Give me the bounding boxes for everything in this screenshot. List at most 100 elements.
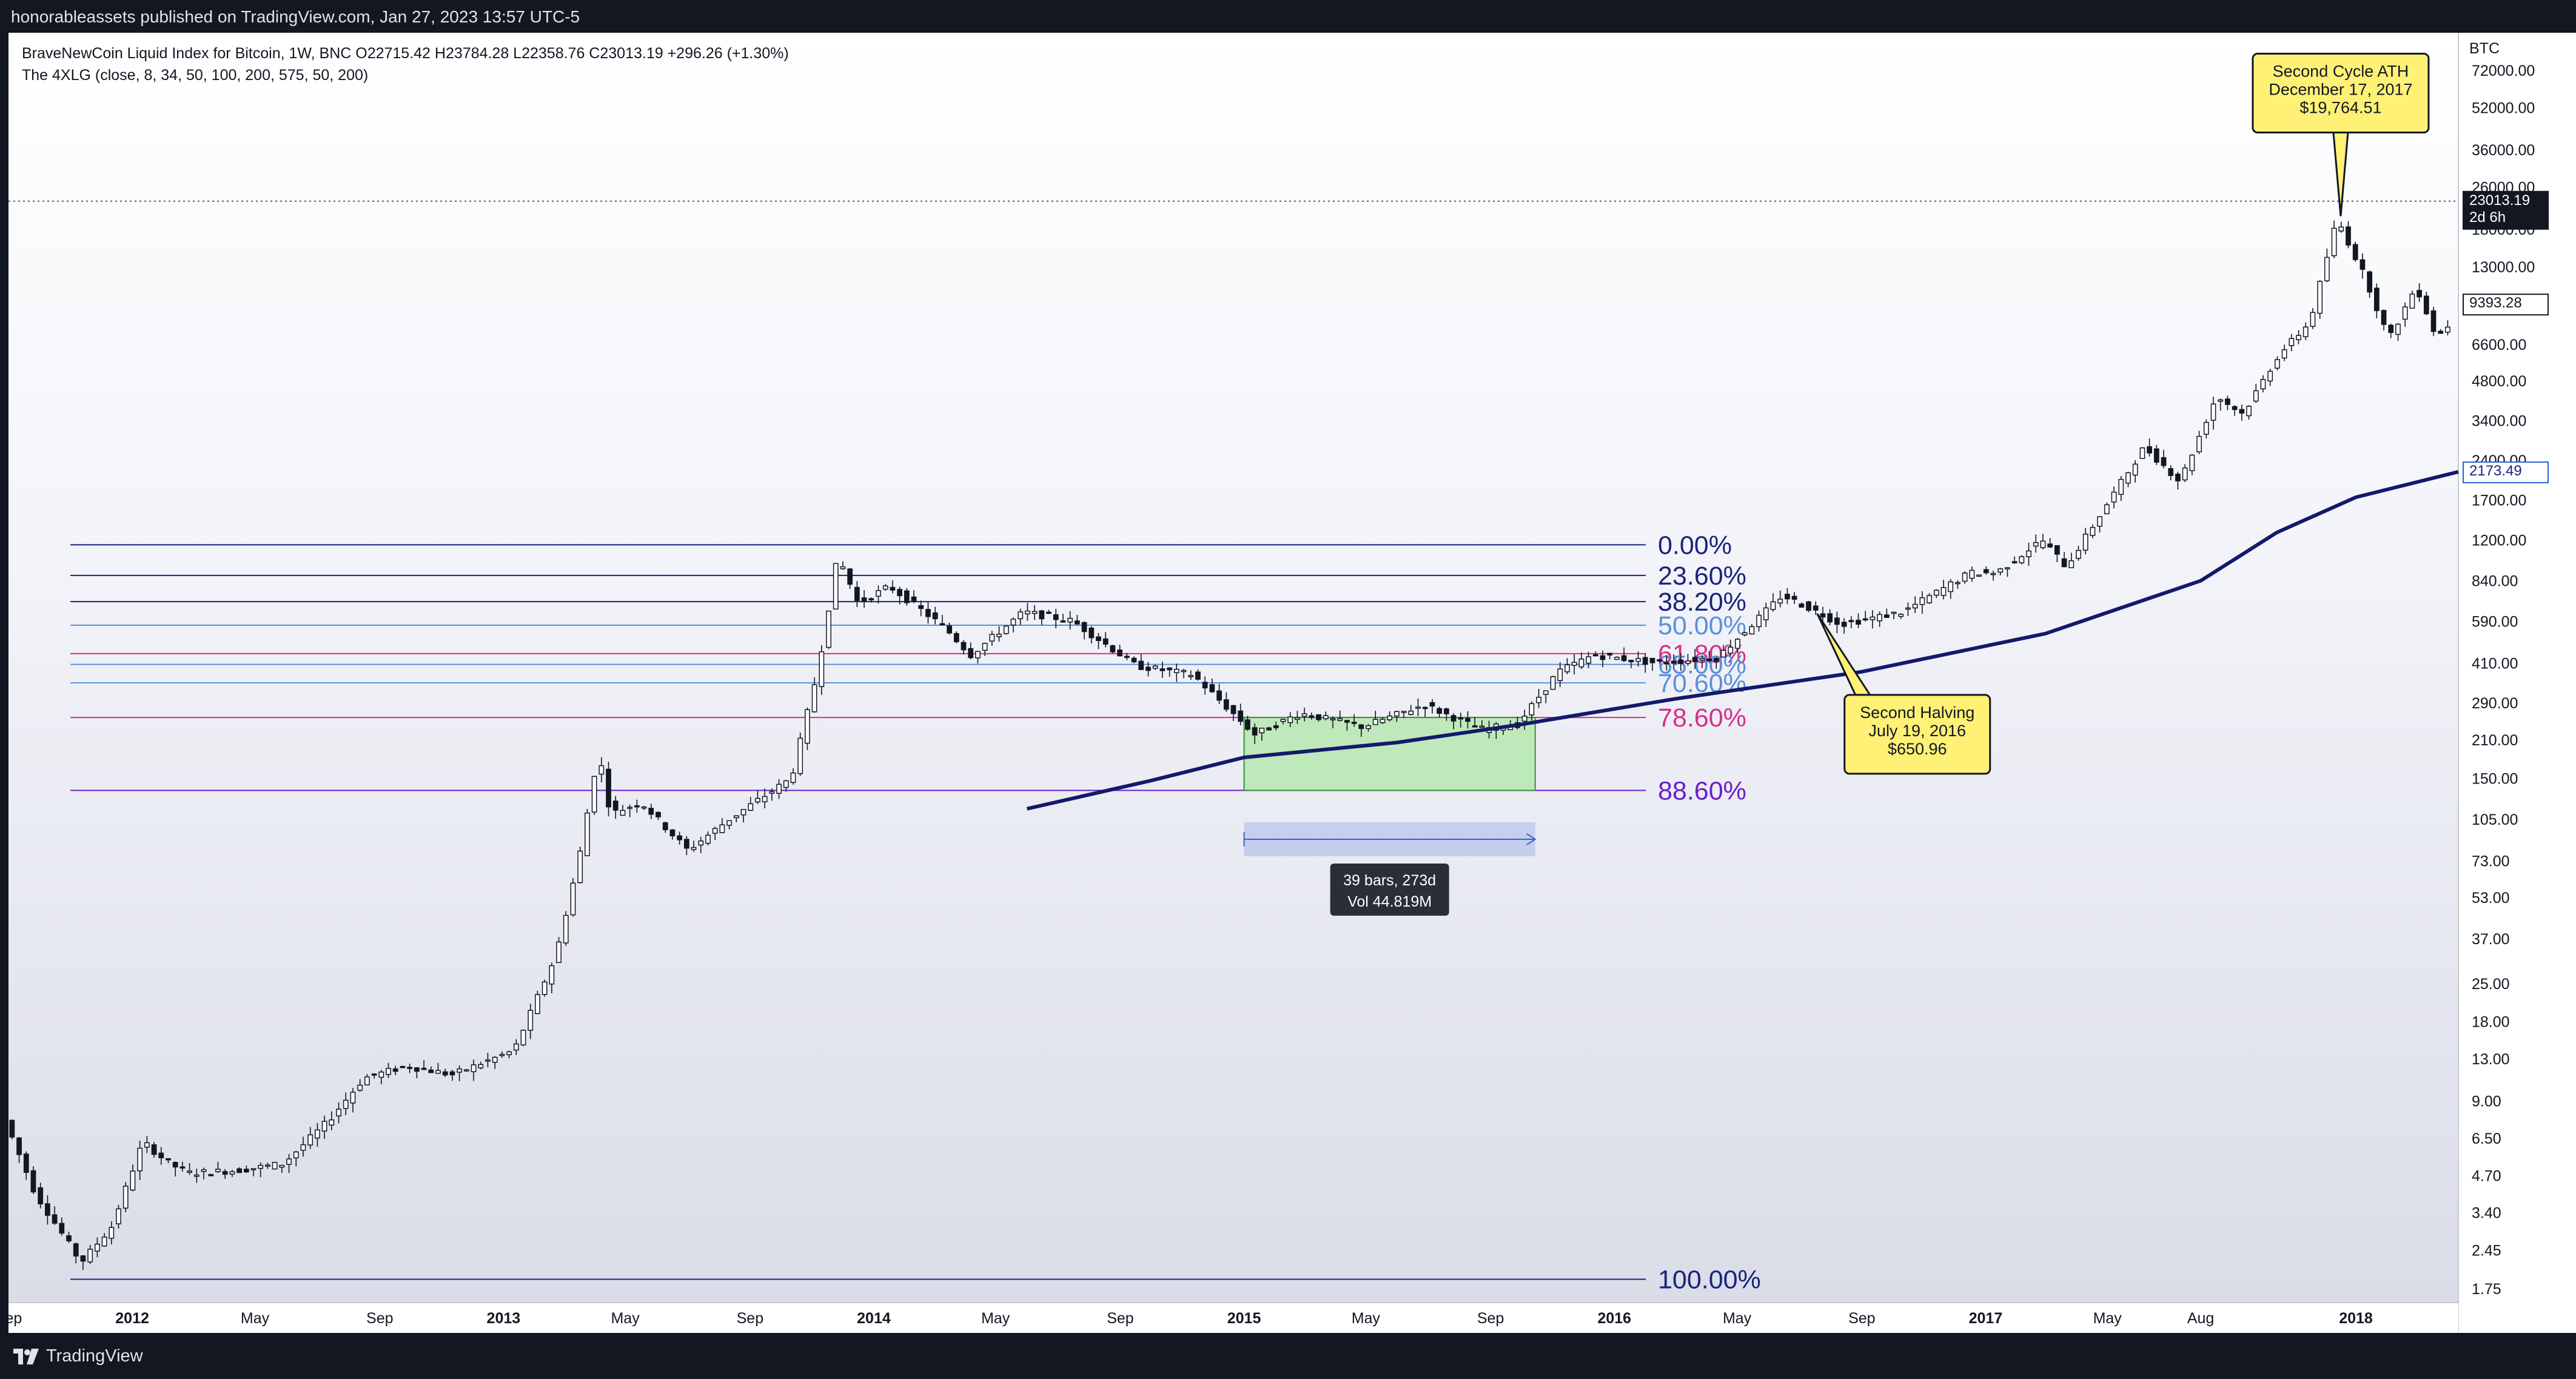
candle-body	[1252, 727, 1258, 736]
candle-body	[1025, 610, 1030, 615]
x-tick-label: 2017	[1969, 1310, 2003, 1327]
fib-level-label: 38.20%	[1658, 588, 1746, 617]
candle-body	[1827, 613, 1833, 623]
candle-body	[719, 824, 725, 833]
candle-body	[428, 1069, 434, 1073]
candle-body	[904, 590, 910, 603]
candle-body	[2267, 371, 2273, 382]
candle-body	[166, 1158, 171, 1161]
symbol-legend[interactable]: BraveNewCoin Liquid Index for Bitcoin, 1…	[22, 45, 789, 62]
candle-body	[80, 1255, 86, 1262]
candle-body	[1962, 572, 1968, 582]
footer-bar: TradingView	[0, 1333, 2576, 1379]
candle-body	[293, 1151, 299, 1159]
candle-body	[336, 1109, 341, 1116]
candle-body	[449, 1071, 455, 1076]
x-tick-label: May	[1723, 1310, 1752, 1327]
tradingview-brand[interactable]: TradingView	[13, 1346, 143, 1366]
fib-level-label: 88.60%	[1658, 776, 1746, 805]
candle-body	[1749, 626, 1755, 635]
candle-body	[2303, 326, 2309, 338]
candle-body	[144, 1142, 150, 1148]
candle-body	[1173, 668, 1179, 673]
candle-body	[1301, 713, 1307, 717]
candle-body	[1337, 718, 1343, 721]
candle-body	[2061, 558, 2067, 568]
candle-body	[1366, 725, 1371, 730]
chart-area[interactable]: BTC 72000.00 52000.00 36000.00 26000.00 18000…	[8, 33, 2576, 1333]
candle-body	[300, 1144, 306, 1151]
candle-body	[1060, 620, 1066, 623]
candle-body	[236, 1168, 242, 1173]
candle-body	[1330, 718, 1336, 720]
candle-body	[109, 1227, 115, 1239]
candle-body	[2005, 567, 2010, 569]
candle-body	[996, 634, 1002, 637]
candle-body	[2395, 323, 2401, 335]
fib-level-label: 0.00%	[1658, 531, 1732, 560]
candle-body	[1387, 715, 1393, 720]
candle-body	[1195, 671, 1201, 680]
candle-body	[2210, 403, 2216, 421]
candle-body	[1728, 646, 1734, 654]
candle-body	[911, 596, 917, 602]
candle-body	[1791, 596, 1797, 600]
candle-body	[1628, 660, 1634, 663]
candle-body	[2423, 295, 2429, 315]
candle-body	[890, 586, 896, 591]
candle-body	[1415, 706, 1421, 709]
indicator-legend[interactable]: The 4XLG (close, 8, 34, 50, 100, 200, 57…	[22, 67, 369, 84]
candle-body	[1883, 614, 1890, 618]
candle-body	[1230, 705, 1236, 714]
candle-body	[961, 642, 967, 651]
candle-body	[528, 1010, 534, 1031]
candle-body	[1202, 682, 1208, 689]
brand-label: TradingView	[46, 1346, 143, 1366]
candle-body	[854, 586, 860, 601]
measure-tooltip	[1330, 864, 1449, 916]
candle-body	[1380, 719, 1386, 723]
candle-body	[30, 1170, 36, 1193]
price-chart[interactable]: BTC72000.0052000.0036000.0026000.0018000…	[8, 33, 2576, 1333]
candle-body	[712, 828, 718, 834]
axis-price-label-text: 9393.28	[2469, 295, 2522, 311]
candle-body	[790, 772, 796, 783]
candle-body	[2026, 550, 2031, 557]
y-tick-label: 1200.00	[2472, 532, 2526, 549]
candle-body	[1557, 668, 1563, 682]
candle-body	[897, 589, 903, 597]
candle-body	[2040, 540, 2046, 548]
time-axis-panel	[8, 1303, 2458, 1333]
candle-body	[1592, 654, 1598, 657]
candle-body	[1529, 703, 1535, 716]
candle-body	[2104, 504, 2110, 514]
candle-body	[1081, 622, 1087, 632]
candle-body	[591, 776, 597, 813]
candle-body	[1358, 724, 1364, 730]
candle-body	[1053, 614, 1059, 620]
publish-header: honorableassets published on TradingView…	[0, 0, 2576, 33]
candle-body	[321, 1121, 327, 1132]
candle-body	[1437, 708, 1442, 714]
candle-body	[570, 882, 576, 916]
candle-body	[726, 820, 732, 826]
candle-body	[840, 566, 846, 569]
candle-body	[556, 941, 562, 964]
candle-body	[2324, 257, 2330, 281]
candle-body	[1521, 716, 1528, 722]
axis-price-label-box	[2463, 190, 2549, 230]
candle-body	[1216, 690, 1222, 701]
fib-level-label: 100.00%	[1658, 1266, 1761, 1295]
candle-body	[939, 623, 945, 626]
candle-body	[1309, 715, 1315, 718]
candles-group	[9, 220, 2450, 1270]
candle-body	[1927, 595, 1932, 603]
y-tick-label: 9.00	[2472, 1093, 2501, 1110]
axis-price-label-text: 23013.19	[2469, 192, 2530, 209]
candle-body	[953, 632, 959, 643]
y-tick-label: 590.00	[2472, 614, 2518, 631]
candle-body	[315, 1129, 320, 1139]
candle-body	[1564, 664, 1570, 673]
candle-body	[158, 1152, 164, 1158]
y-tick-label: 25.00	[2472, 976, 2510, 993]
